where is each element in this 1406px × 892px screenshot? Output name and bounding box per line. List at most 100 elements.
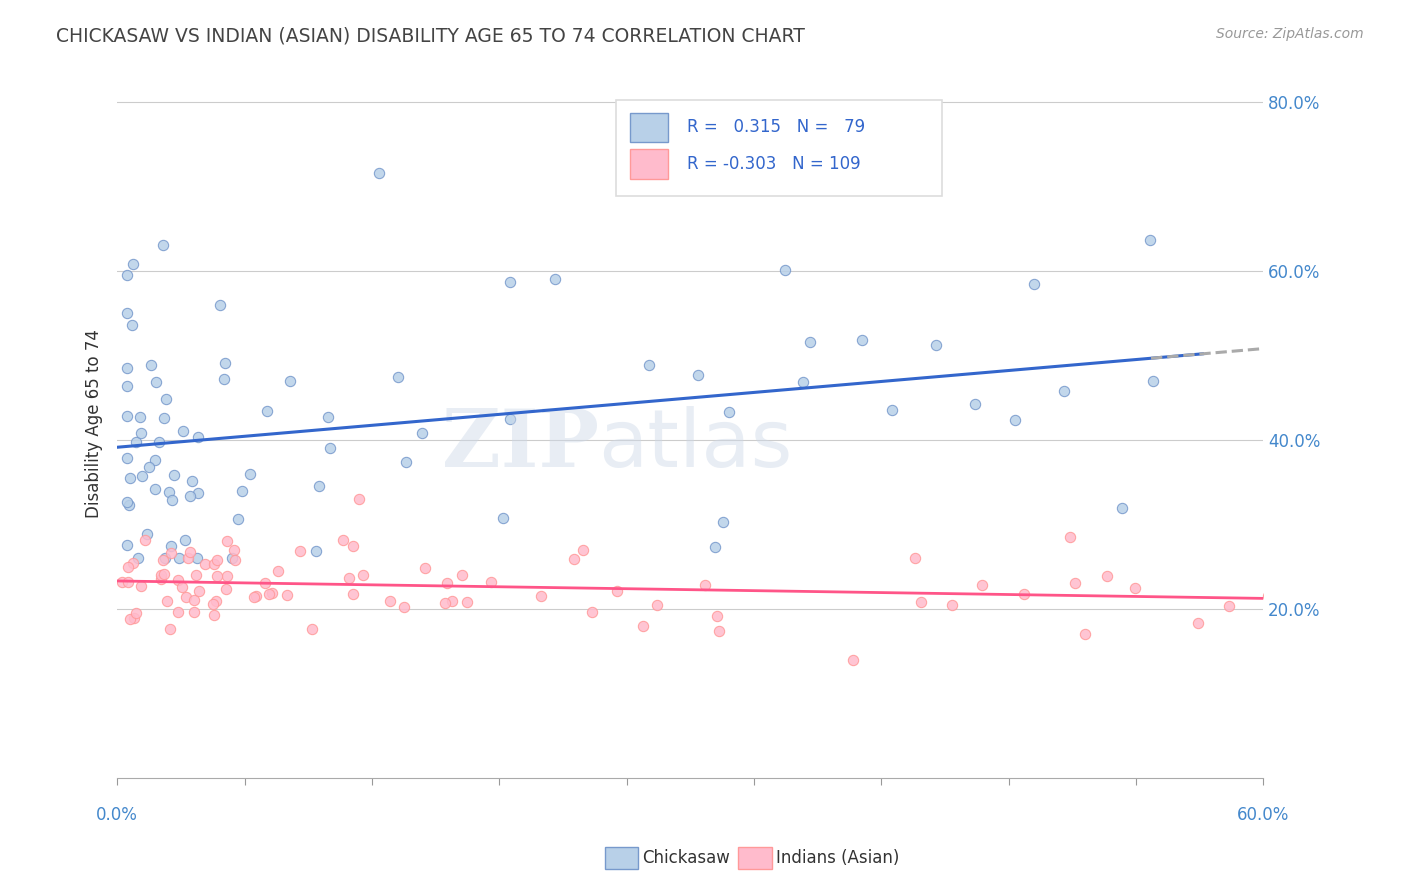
Text: R =   0.315   N =   79: R = 0.315 N = 79 <box>686 119 865 136</box>
Text: R = -0.303   N = 109: R = -0.303 N = 109 <box>686 155 860 173</box>
Point <box>202 597 225 611</box>
Point <box>267 564 290 578</box>
Point <box>1369 582 1392 597</box>
Point <box>179 545 201 559</box>
Point <box>152 553 174 567</box>
Point <box>411 425 433 440</box>
Point <box>150 568 173 582</box>
Point <box>880 403 903 417</box>
Point <box>153 551 176 566</box>
Point <box>115 306 138 320</box>
Point <box>194 557 217 571</box>
Point <box>387 370 409 384</box>
Point <box>704 540 727 554</box>
Point <box>394 599 416 614</box>
Point <box>1361 588 1384 602</box>
Point <box>941 599 963 613</box>
Point <box>1095 569 1118 583</box>
Point <box>167 573 190 587</box>
Point <box>118 499 141 513</box>
Point <box>775 263 797 277</box>
Point <box>115 538 138 552</box>
Point <box>581 606 603 620</box>
Point <box>342 586 364 600</box>
Point <box>851 333 873 347</box>
Point <box>693 578 716 592</box>
Point <box>254 575 277 590</box>
Point <box>148 434 170 449</box>
Text: Chickasaw: Chickasaw <box>643 849 731 867</box>
Point <box>117 574 139 589</box>
Point <box>308 478 330 492</box>
Point <box>231 483 253 498</box>
Point <box>276 588 298 602</box>
Point <box>337 571 360 585</box>
Point <box>183 606 205 620</box>
Point <box>156 594 179 608</box>
Point <box>1064 576 1087 591</box>
Point <box>319 441 342 455</box>
Point <box>349 491 371 506</box>
Point <box>139 358 162 372</box>
Point <box>631 619 654 633</box>
Point <box>1111 500 1133 515</box>
Point <box>115 450 138 465</box>
Point <box>688 368 710 382</box>
Point <box>479 575 502 590</box>
Point <box>157 484 180 499</box>
Point <box>571 543 593 558</box>
Point <box>115 268 138 283</box>
Point <box>186 567 208 582</box>
Point <box>499 275 522 289</box>
FancyBboxPatch shape <box>630 112 668 143</box>
Point <box>395 455 418 469</box>
Point <box>215 534 238 549</box>
Point <box>792 375 814 389</box>
Point <box>456 595 478 609</box>
Point <box>301 623 323 637</box>
Point <box>122 556 145 570</box>
Point <box>149 572 172 586</box>
Point <box>530 590 553 604</box>
Point <box>187 485 209 500</box>
Point <box>415 560 437 574</box>
Point <box>187 430 209 444</box>
Point <box>111 574 134 589</box>
Point <box>145 376 167 390</box>
Point <box>117 560 139 574</box>
Point <box>499 412 522 426</box>
Point <box>153 566 176 581</box>
Point <box>316 410 339 425</box>
Point <box>305 543 328 558</box>
Point <box>221 551 243 566</box>
Point <box>368 166 391 180</box>
Point <box>378 594 401 608</box>
Point <box>925 338 948 352</box>
Point <box>170 580 193 594</box>
Point <box>278 374 301 388</box>
Point <box>245 590 267 604</box>
Point <box>125 606 148 620</box>
Point <box>243 590 266 604</box>
Point <box>143 452 166 467</box>
Point <box>202 608 225 623</box>
Point <box>183 592 205 607</box>
Point <box>160 539 183 553</box>
Point <box>562 551 585 566</box>
Point <box>153 411 176 425</box>
Text: Indians (Asian): Indians (Asian) <box>776 849 900 867</box>
Point <box>288 544 311 558</box>
Point <box>205 552 228 566</box>
Point <box>173 533 195 547</box>
Point <box>434 596 457 610</box>
Point <box>179 489 201 503</box>
Point <box>118 612 141 626</box>
Point <box>204 594 226 608</box>
Point <box>256 404 278 418</box>
Point <box>129 410 152 425</box>
Y-axis label: Disability Age 65 to 74: Disability Age 65 to 74 <box>86 329 103 517</box>
Point <box>1187 615 1209 630</box>
Point <box>1123 582 1146 596</box>
Point <box>215 582 238 596</box>
Point <box>1275 587 1298 601</box>
